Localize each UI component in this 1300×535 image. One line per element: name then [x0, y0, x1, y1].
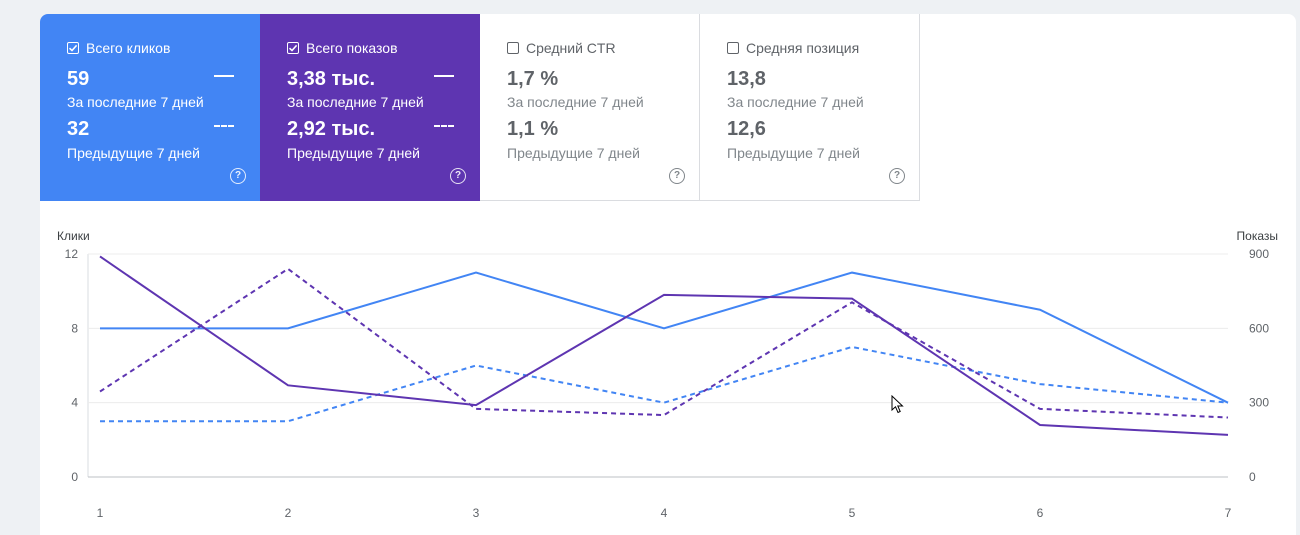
dashed-line-legend-icon	[214, 125, 234, 127]
series-line-3[interactable]	[99, 267, 1229, 419]
metric-header: Средний CTR	[507, 40, 616, 56]
x-tick-label: 3	[473, 506, 480, 520]
x-tick-label: 2	[285, 506, 292, 520]
metric-value-current: 13,8	[727, 68, 766, 90]
y-right-tick-label: 0	[1249, 470, 1256, 484]
metric-value-current: 3,38 тыс.	[287, 68, 376, 90]
x-tick-label: 4	[661, 506, 668, 520]
help-icon[interactable]: ?	[889, 168, 905, 184]
metric-label: Всего показов	[306, 40, 398, 56]
metric-period-current: За последние 7 дней	[67, 94, 204, 110]
metric-label: Всего кликов	[86, 40, 171, 56]
performance-chart-area: Клики Показы 0 4 8 12 0 300 600 900 1 2 3 4 5 6 7	[40, 214, 1296, 535]
metric-period-previous: Предыдущие 7 дней	[287, 145, 420, 161]
y-axis-right-title: Показы	[1237, 229, 1278, 243]
help-icon[interactable]: ?	[669, 168, 685, 184]
metric-period-current: За последние 7 дней	[507, 94, 644, 110]
y-left-tick-label: 0	[71, 470, 78, 484]
y-left-tick-label: 8	[71, 321, 78, 335]
metric-period-previous: Предыдущие 7 дней	[67, 145, 200, 161]
y-right-tick-label: 900	[1249, 247, 1269, 261]
solid-line-legend-icon	[214, 75, 234, 77]
checkbox-checked-icon[interactable]	[67, 42, 79, 54]
dashed-line-legend-icon	[434, 125, 454, 127]
metric-value-previous: 32	[67, 118, 90, 140]
y-axis-left-title: Клики	[57, 229, 90, 243]
y-left-tick-label: 12	[65, 247, 79, 261]
metric-header: Всего показов	[287, 40, 398, 56]
solid-line-legend-icon	[434, 75, 454, 77]
series-line-0[interactable]	[100, 271, 1229, 404]
metric-tiles: Всего кликов 59 За последние 7 дней 32 П…	[40, 14, 920, 201]
x-tick-label: 7	[1225, 506, 1232, 520]
metric-header: Всего кликов	[67, 40, 170, 56]
x-tick-label: 5	[849, 506, 856, 520]
y-right-tick-label: 600	[1249, 321, 1269, 335]
metric-value-current: 1,7 %	[507, 68, 559, 90]
x-tick-label: 6	[1037, 506, 1044, 520]
metric-value-previous: 1,1 %	[507, 118, 559, 140]
metric-label: Средний CTR	[526, 40, 616, 56]
metric-value-previous: 12,6	[727, 118, 766, 140]
metric-label: Средняя позиция	[746, 40, 860, 56]
performance-card: Всего кликов 59 За последние 7 дней 32 П…	[40, 14, 1296, 535]
mouse-cursor-icon	[891, 395, 904, 414]
checkbox-checked-icon[interactable]	[287, 42, 299, 54]
metric-tile-clicks[interactable]: Всего кликов 59 За последние 7 дней 32 П…	[40, 14, 260, 201]
checkbox-unchecked-icon[interactable]	[727, 42, 739, 54]
y-right-tick-label: 300	[1249, 396, 1269, 410]
y-left-tick-label: 4	[71, 396, 78, 410]
metric-tile-impressions[interactable]: Всего показов 3,38 тыс. За последние 7 д…	[260, 14, 480, 201]
help-icon[interactable]: ?	[230, 168, 246, 184]
metric-period-current: За последние 7 дней	[727, 94, 864, 110]
metric-tile-ctr[interactable]: Средний CTR 1,7 % За последние 7 дней 1,…	[480, 14, 700, 201]
series-line-2[interactable]	[99, 255, 1229, 436]
metric-tile-position[interactable]: Средняя позиция 13,8 За последние 7 дней…	[700, 14, 920, 201]
metric-period-previous: Предыдущие 7 дней	[507, 145, 640, 161]
metric-header: Средняя позиция	[727, 40, 859, 56]
checkbox-unchecked-icon[interactable]	[507, 42, 519, 54]
metric-value-current: 59	[67, 68, 90, 90]
metric-period-current: За последние 7 дней	[287, 94, 424, 110]
metric-value-previous: 2,92 тыс.	[287, 118, 376, 140]
series-line-1[interactable]	[100, 345, 1229, 423]
x-tick-label: 1	[97, 506, 104, 520]
metric-period-previous: Предыдущие 7 дней	[727, 145, 860, 161]
help-icon[interactable]: ?	[450, 168, 466, 184]
